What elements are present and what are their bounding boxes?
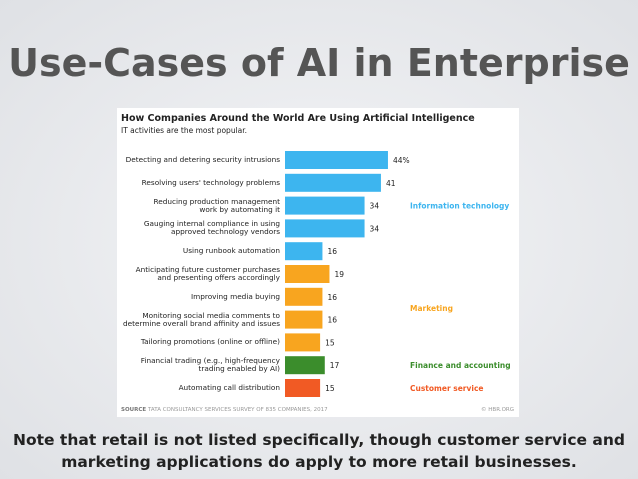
value-label: 16 <box>327 293 337 302</box>
group-label: Finance and accounting <box>410 361 511 370</box>
value-label: 44% <box>393 156 410 165</box>
note-line: marketing applications do apply to more … <box>61 453 577 471</box>
credit: © HBR.ORG <box>481 406 514 413</box>
value-label: 16 <box>327 247 337 256</box>
value-label: 15 <box>325 384 335 393</box>
category-label: Financial trading (e.g., high-frequency … <box>140 356 280 374</box>
category-label: Tailoring promotions (online or offline) <box>140 337 280 347</box>
bar <box>285 173 381 192</box>
bar <box>285 287 323 306</box>
chart-subtitle: IT activities are the most popular. <box>121 126 247 135</box>
group-label: Customer service <box>410 384 484 393</box>
chart-title: How Companies Around the World Are Using… <box>121 113 475 124</box>
bar <box>285 196 365 215</box>
category-label: Gauging internal compliance in using app… <box>143 219 280 237</box>
group-label: Marketing <box>410 304 453 313</box>
category-label: Automating call distribution <box>178 383 280 392</box>
bar <box>285 151 388 169</box>
source: TATA CONSULTANCY SERVICES SURVEY OF 835 … <box>147 407 328 413</box>
note-line: Note that retail is not listed specifica… <box>13 431 625 449</box>
category-label: Using runbook automation <box>182 246 280 256</box>
source-label: SOURCE <box>121 407 146 413</box>
value-label: 17 <box>330 361 340 370</box>
bar <box>285 219 365 238</box>
value-label: 34 <box>370 224 380 233</box>
category-label: Detecting and detering security intrusio… <box>125 155 280 164</box>
category-label: Improving media buying <box>190 291 280 301</box>
bar <box>285 310 323 329</box>
bar <box>285 265 330 283</box>
slide-title: Use-Cases of AI in Enterprise <box>8 41 630 85</box>
bar <box>285 242 323 261</box>
category-label: Resolving users' technology problems <box>141 177 280 187</box>
value-label: 16 <box>327 316 337 325</box>
bar <box>285 379 321 397</box>
bar <box>285 333 321 352</box>
value-label: 15 <box>325 338 335 347</box>
category-label: Anticipating future customer purchases a… <box>135 265 280 282</box>
group-label: Information technology <box>410 202 509 211</box>
bar <box>285 356 325 375</box>
category-label: Monitoring social media comments to dete… <box>123 310 280 328</box>
value-label: 19 <box>334 270 344 279</box>
category-label: Reducing production management work by a… <box>153 196 280 214</box>
value-label: 34 <box>370 202 380 211</box>
value-label: 41 <box>386 179 396 188</box>
